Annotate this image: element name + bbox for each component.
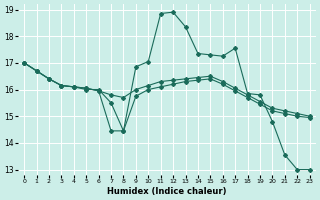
X-axis label: Humidex (Indice chaleur): Humidex (Indice chaleur) [107,187,227,196]
